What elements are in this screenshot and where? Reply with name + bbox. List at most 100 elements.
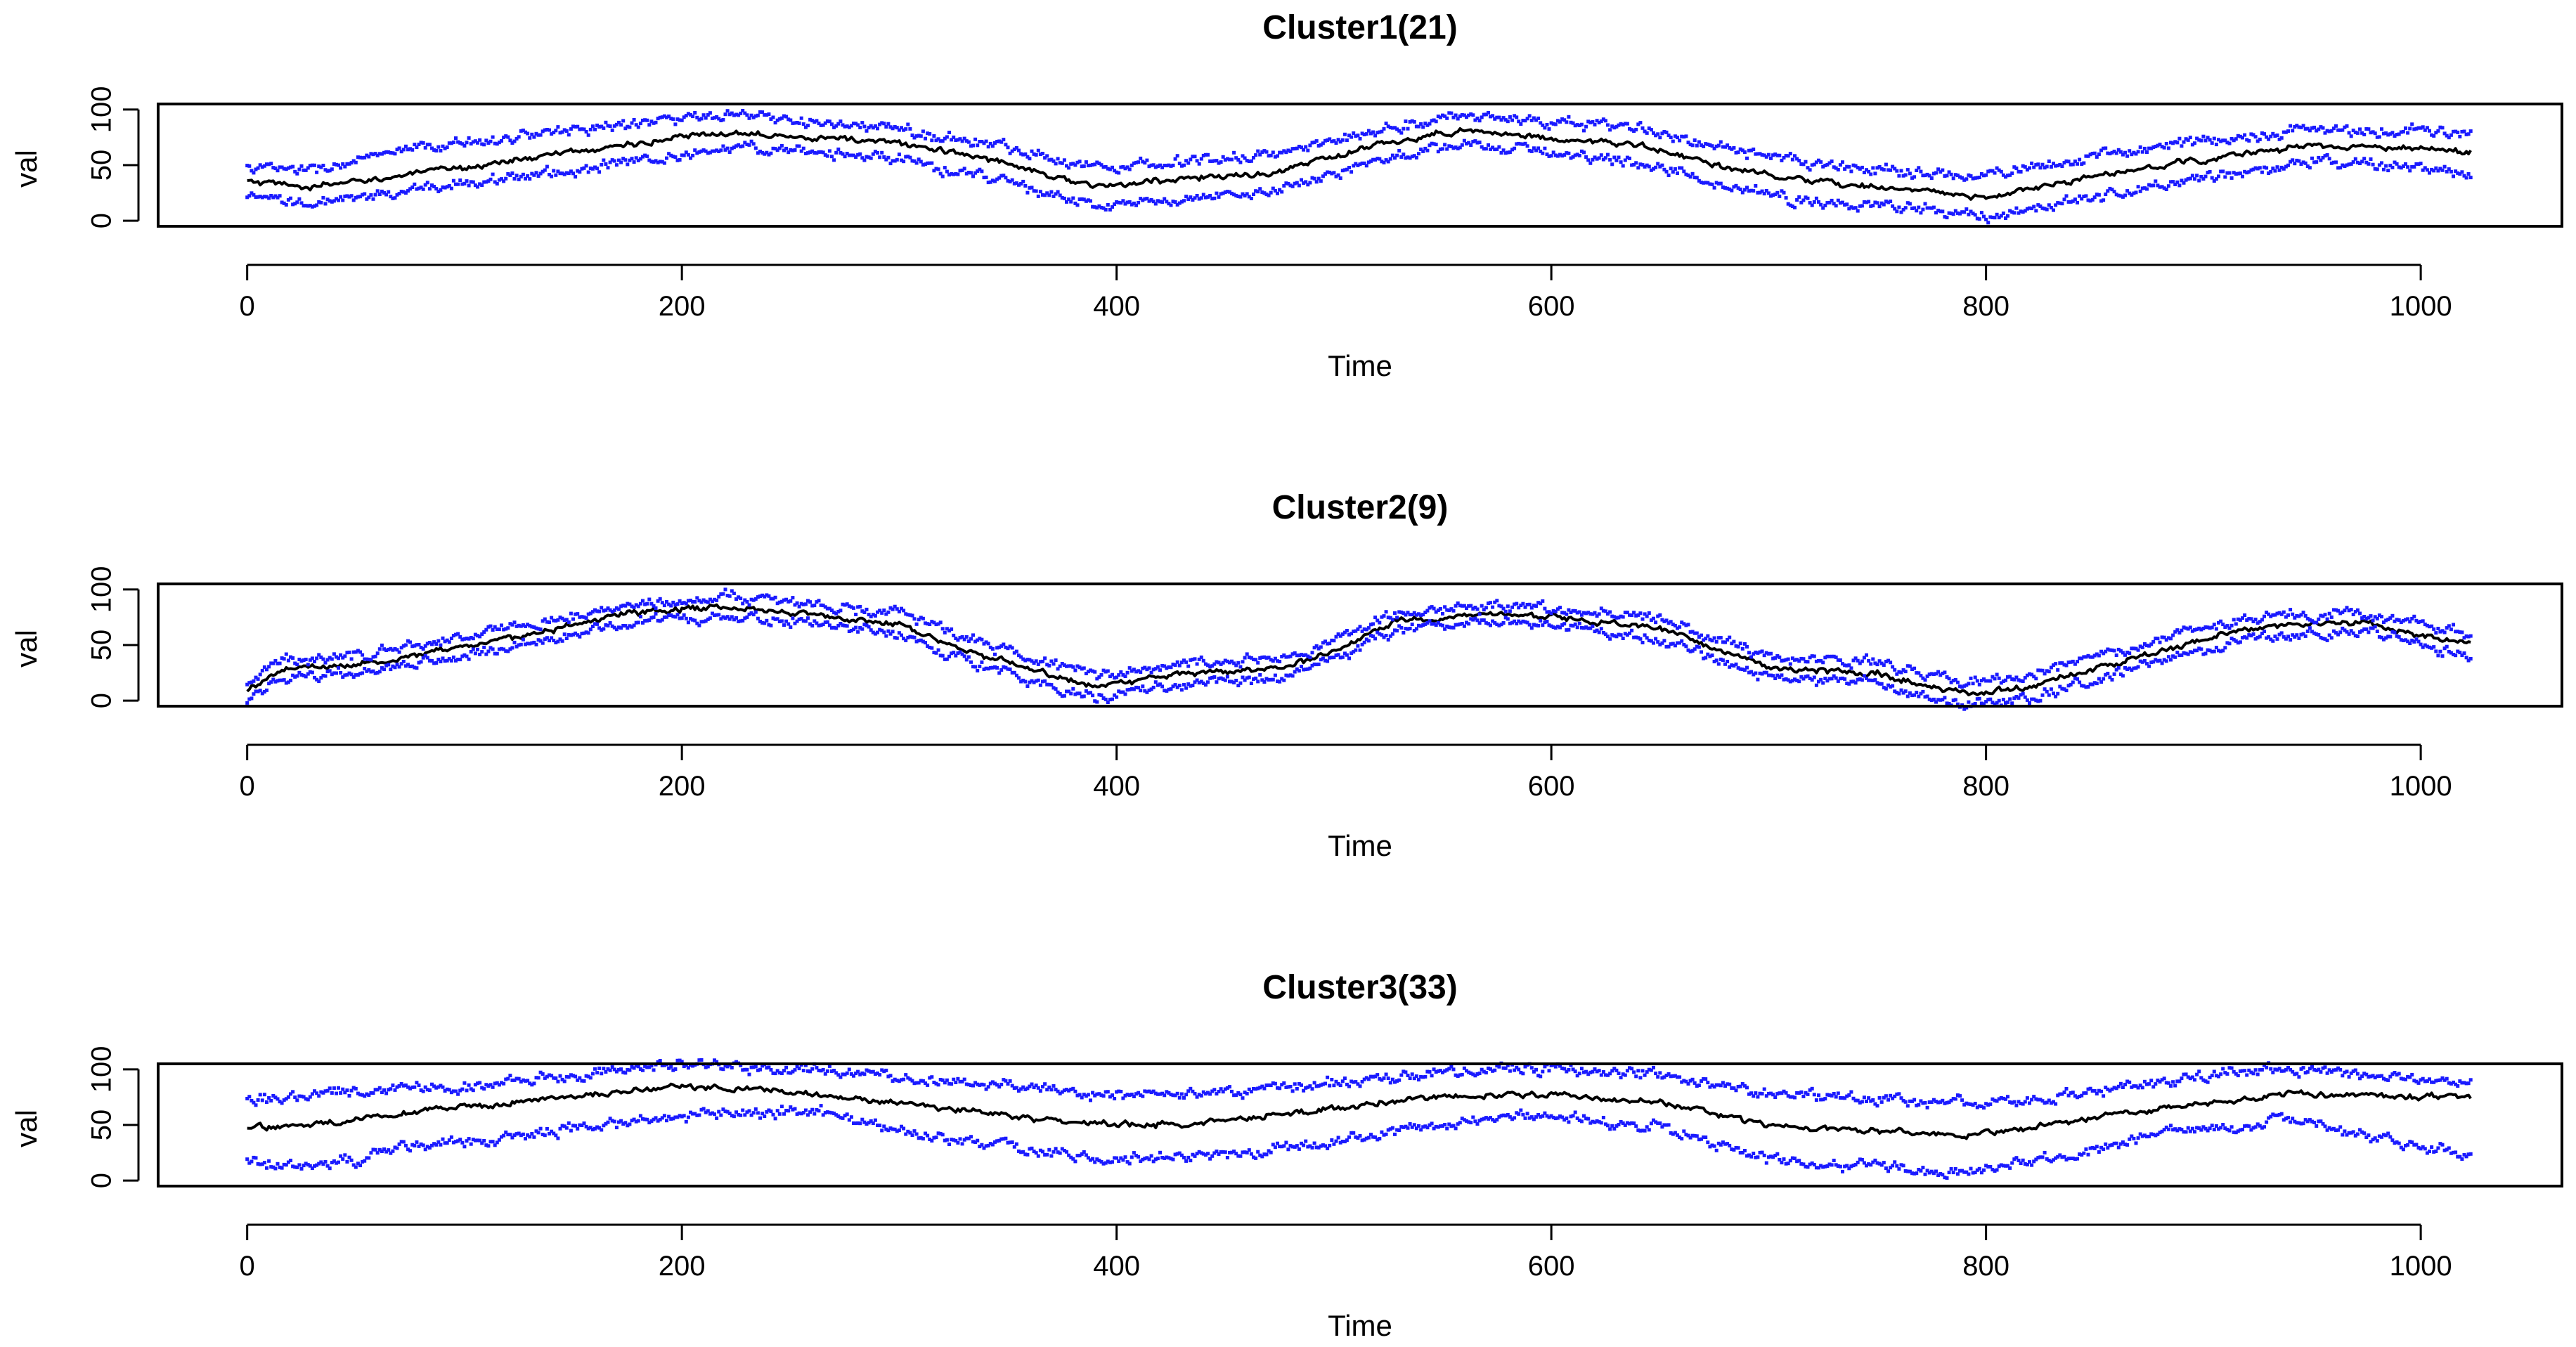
data-point [1969, 174, 1973, 178]
data-point [2210, 176, 2214, 180]
data-point [1025, 684, 1030, 688]
data-point [1934, 1100, 1938, 1104]
data-point [297, 670, 302, 675]
x-axis-label: Time [1328, 829, 1392, 862]
data-point [871, 613, 875, 617]
data-point [1782, 1089, 1786, 1093]
data-point [2267, 612, 2271, 616]
data-point [1073, 668, 1077, 672]
data-point [1230, 191, 1234, 195]
data-point [1028, 186, 1032, 190]
data-point [471, 180, 475, 184]
data-point [250, 696, 254, 701]
data-point [1645, 1070, 1649, 1074]
data-point [1323, 138, 1327, 143]
data-point [427, 187, 432, 191]
data-point [706, 151, 710, 155]
data-point [387, 190, 391, 194]
data-point [2334, 160, 2338, 164]
data-point [2323, 613, 2327, 617]
data-point [2032, 1095, 2036, 1099]
data-point [860, 1071, 865, 1075]
data-point [377, 670, 382, 674]
data-point [2201, 652, 2206, 656]
data-point [2436, 129, 2440, 133]
data-point [604, 162, 608, 166]
data-point [2076, 162, 2079, 166]
data-point [876, 630, 879, 635]
data-point [1028, 157, 1032, 161]
data-point [2286, 613, 2290, 617]
panel-title: Cluster1(21) [1262, 9, 1457, 46]
data-point [1380, 615, 1384, 619]
data-point [732, 592, 736, 595]
data-point [521, 637, 525, 642]
data-point [1012, 670, 1016, 675]
data-point [1080, 695, 1084, 698]
data-point [1780, 189, 1784, 193]
data-point [289, 1092, 292, 1096]
data-point [1417, 124, 1420, 129]
data-point [713, 613, 716, 618]
data-point [1847, 663, 1851, 668]
data-point [2325, 638, 2329, 642]
data-point [430, 146, 434, 150]
data-point [480, 650, 484, 654]
data-point [1973, 213, 1977, 217]
data-point [815, 151, 819, 155]
data-point [1773, 1095, 1778, 1099]
data-point [1628, 1066, 1631, 1070]
data-point [258, 672, 262, 677]
data-point [2343, 628, 2347, 632]
data-point [2303, 614, 2308, 618]
data-point [2169, 180, 2173, 184]
data-point [2149, 661, 2154, 665]
data-point [1562, 118, 1567, 122]
data-point [1645, 614, 1649, 618]
data-point [769, 151, 773, 155]
data-point [1195, 194, 1199, 197]
data-point [328, 1086, 332, 1091]
data-point [434, 149, 439, 152]
data-point [1817, 200, 1820, 204]
data-point [439, 660, 443, 663]
data-point [486, 179, 491, 183]
data-point [1529, 626, 1534, 630]
data-point [1175, 154, 1179, 158]
data-point [256, 677, 260, 681]
data-point [2066, 200, 2071, 204]
data-point [2456, 171, 2460, 175]
data-point [1971, 682, 1975, 686]
data-point [723, 1064, 727, 1068]
data-point [1438, 607, 1442, 611]
data-point [680, 118, 684, 122]
data-point [391, 664, 395, 668]
data-point [582, 1079, 586, 1083]
data-point [1477, 612, 1482, 616]
data-point [382, 668, 386, 672]
data-point [1612, 634, 1617, 638]
data-point [1721, 145, 1725, 149]
data-point [1541, 123, 1545, 127]
data-point [813, 120, 817, 124]
data-point [1801, 198, 1806, 202]
data-point [1903, 206, 1908, 210]
data-point [1801, 677, 1806, 681]
data-point [2164, 142, 2168, 145]
data-point [1734, 662, 1738, 666]
data-point [1376, 1073, 1380, 1077]
data-point [830, 609, 834, 613]
data-point [2052, 208, 2055, 212]
data-point [832, 125, 836, 129]
data-point [956, 638, 960, 642]
data-point [1643, 129, 1647, 134]
data-point [1364, 132, 1368, 136]
data-point [1882, 168, 1886, 172]
data-point [1790, 679, 1794, 683]
data-point [697, 117, 701, 122]
data-point [671, 600, 675, 604]
data-point [484, 138, 488, 143]
data-point [1806, 166, 1810, 170]
data-point [1690, 649, 1695, 653]
data-point [756, 113, 760, 117]
